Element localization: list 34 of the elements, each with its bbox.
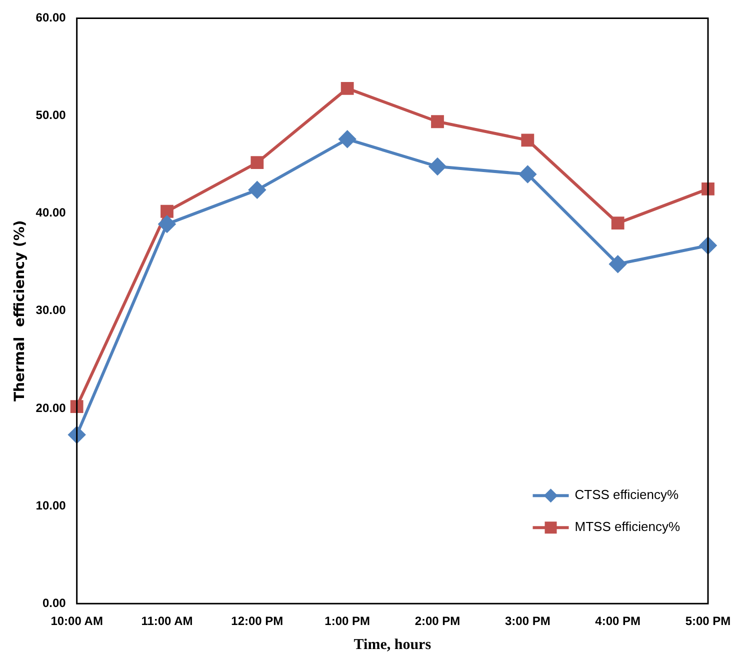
x-axis-title: Time, hours <box>354 636 432 653</box>
x-tick-label: 5:00 PM <box>685 614 731 628</box>
x-tick-label: 4:00 PM <box>595 614 641 628</box>
point <box>250 156 264 170</box>
legend-label: CTSS efficiency% <box>574 487 679 502</box>
point <box>700 237 716 254</box>
y-tick-label: 50.00 <box>36 108 66 122</box>
y-tick-label: 0.00 <box>42 596 66 610</box>
point <box>519 166 536 183</box>
y-tick-label: 20.00 <box>36 400 66 415</box>
point <box>609 256 626 273</box>
x-tick-label: 2:00 PM <box>414 614 460 628</box>
x-tick-label: 3:00 PM <box>504 614 550 628</box>
point <box>158 216 176 233</box>
x-tick-label: 1:00 PM <box>324 614 370 628</box>
point <box>611 216 624 230</box>
point <box>429 158 446 175</box>
y-tick-label: 10.00 <box>36 498 66 512</box>
point <box>70 400 84 413</box>
y-tick-label: 60.00 <box>36 10 66 25</box>
y-tick-label: 40.00 <box>36 206 66 220</box>
x-tick-label: 10:00 AM <box>50 614 103 628</box>
point <box>431 115 444 128</box>
legend-label: MTSS efficiency% <box>574 519 680 534</box>
point <box>338 130 356 148</box>
point <box>521 134 534 147</box>
y-axis-title: Thermal efficiency (%) <box>12 220 28 402</box>
point <box>340 82 354 95</box>
x-tick-label: 11:00 AM <box>141 614 193 628</box>
point <box>248 181 266 198</box>
point <box>160 204 174 218</box>
point <box>702 182 714 196</box>
x-tick-label: 12:00 PM <box>231 614 284 628</box>
y-tick-label: 30.00 <box>36 303 66 318</box>
